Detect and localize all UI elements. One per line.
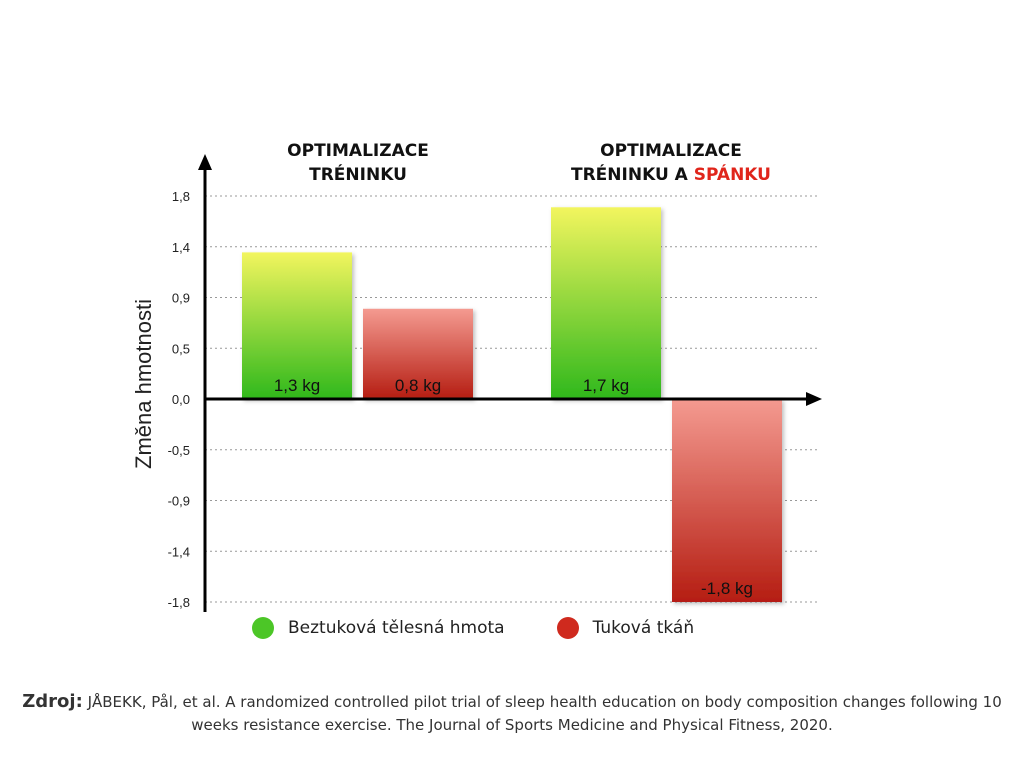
y-tick-label: -0,9 <box>168 494 190 509</box>
group-title-line2-text: TRÉNINKU A <box>571 165 694 185</box>
y-tick-label: -0,5 <box>168 443 190 458</box>
legend-label: Tuková tkáň <box>592 618 695 638</box>
x-axis-arrow <box>806 392 822 406</box>
group-title-training-sleep: OPTIMALIZACE TRÉNINKU A SPÁNKU <box>526 139 816 187</box>
group-title-training: OPTIMALIZACE TRÉNINKU <box>238 139 478 187</box>
source-text: JÅBEKK, Pål, et al. A randomized control… <box>87 693 1002 734</box>
y-tick-label: 0,5 <box>172 341 190 356</box>
group-title-line1: OPTIMALIZACE <box>600 141 742 161</box>
group-title-highlight: SPÁNKU <box>693 165 771 185</box>
legend-item-fat-tissue: Tuková tkáň <box>556 617 695 639</box>
axes <box>198 154 822 612</box>
bar-lean-mass-1 <box>242 252 352 399</box>
legend-dot-red <box>556 617 579 639</box>
y-tick-labels: 1,8 1,4 0,9 0,5 0,0 -0,5 -0,9 -1,4 -1,8 <box>168 189 190 610</box>
bar-fat-tissue-1 <box>363 308 473 399</box>
group-title-line1: OPTIMALIZACE <box>287 141 429 161</box>
bar-value-label: 1,3 kg <box>274 376 320 395</box>
bar-value-label: -1,8 kg <box>701 579 753 598</box>
bar-fat-tissue-2 <box>672 399 782 602</box>
legend-item-lean-mass: Beztuková tělesná hmota <box>252 617 505 639</box>
y-axis-arrow <box>198 154 212 170</box>
y-tick-label: 1,4 <box>172 240 190 255</box>
y-tick-label: -1,4 <box>168 544 190 559</box>
legend-label: Beztuková tělesná hmota <box>288 618 505 638</box>
y-tick-label: 1,8 <box>172 189 190 204</box>
data-labels: 1,3 kg 1,7 kg 0,8 kg -1,8 kg <box>274 376 753 598</box>
y-tick-label: 0,0 <box>172 392 190 407</box>
bar-lean-mass-2 <box>551 207 661 399</box>
y-axis-label: Změna hmotnosti <box>131 299 156 469</box>
bars <box>242 207 782 602</box>
source-citation: Zdroj: JÅBEKK, Pål, et al. A randomized … <box>0 690 1024 737</box>
bar-value-label: 1,7 kg <box>583 376 629 395</box>
legend-dot-green <box>252 617 274 639</box>
group-title-line2: TRÉNINKU A SPÁNKU <box>526 163 816 187</box>
legend: Beztuková tělesná hmota Tuková tkáň <box>252 617 694 639</box>
bar-chart: 1,8 1,4 0,9 0,5 0,0 -0,5 -0,9 -1,4 -1,8 Změna hm… <box>131 154 822 612</box>
bar-value-label: 0,8 kg <box>395 376 441 395</box>
y-tick-label: -1,8 <box>168 595 190 610</box>
source-label: Zdroj: <box>22 691 83 712</box>
y-tick-label: 0,9 <box>172 291 190 306</box>
group-title-line2: TRÉNINKU <box>309 165 407 185</box>
